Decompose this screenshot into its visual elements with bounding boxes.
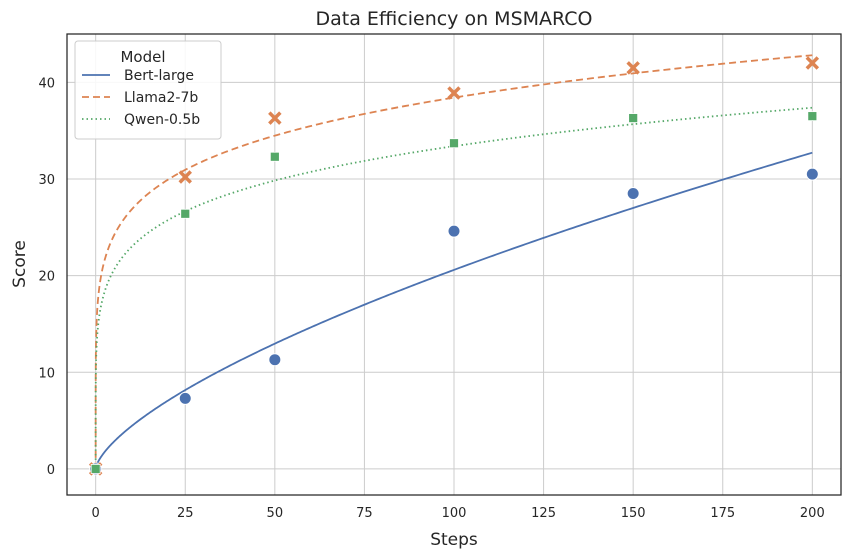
legend-items: Bert-large Llama2-7b Qwen-0.5b xyxy=(82,68,200,128)
data-point xyxy=(180,208,191,219)
x-tick-label: 150 xyxy=(621,506,646,521)
chart-title: Data Efficiency on MSMARCO xyxy=(316,8,593,30)
fit-line-0 xyxy=(94,151,813,469)
data-point xyxy=(268,353,282,367)
x-tick-label: 25 xyxy=(177,506,194,521)
y-tick-labels: 0 10 20 30 40 xyxy=(38,76,55,478)
fit-line-1 xyxy=(94,54,813,469)
data-point xyxy=(805,167,819,181)
x-tick-label: 75 xyxy=(356,506,373,521)
grid xyxy=(67,34,841,495)
legend-label: Llama2-7b xyxy=(124,90,198,106)
y-tick-label: 10 xyxy=(38,366,55,381)
fit-lines xyxy=(94,54,813,469)
data-point xyxy=(178,391,192,405)
legend-label: Qwen-0.5b xyxy=(124,112,200,128)
y-tick-label: 20 xyxy=(38,270,55,285)
x-tick-label: 200 xyxy=(800,506,825,521)
x-tick-labels: 0 25 50 75 100 125 150 175 200 xyxy=(92,506,825,521)
legend-box xyxy=(74,40,222,140)
y-tick-label: 40 xyxy=(38,76,55,91)
x-tick-label: 125 xyxy=(531,506,556,521)
data-point xyxy=(269,151,280,162)
legend: Model Bert-large Llama2-7b Qwen-0.5b xyxy=(74,40,222,140)
y-tick-label: 30 xyxy=(38,173,55,188)
data-point xyxy=(447,86,461,100)
data-point xyxy=(628,113,639,123)
y-axis-title: Score xyxy=(10,240,30,288)
data-point xyxy=(807,111,818,122)
data-point xyxy=(805,56,820,70)
x-axis-title: Steps xyxy=(430,530,478,550)
data-point xyxy=(626,61,640,75)
x-tick-label: 50 xyxy=(267,506,284,521)
data-point xyxy=(447,224,461,238)
legend-title: Model xyxy=(120,48,165,66)
plot-frame xyxy=(66,33,842,496)
y-tick-label: 0 xyxy=(47,463,55,478)
legend-label: Bert-large xyxy=(124,68,194,84)
x-tick-label: 0 xyxy=(92,506,100,521)
data-point xyxy=(90,464,101,474)
data-point xyxy=(626,186,640,200)
data-point xyxy=(449,138,459,149)
data-point xyxy=(178,170,192,184)
x-tick-label: 175 xyxy=(710,506,735,521)
x-tick-label: 100 xyxy=(442,506,467,521)
data-points xyxy=(88,56,820,476)
data-point xyxy=(268,111,282,125)
